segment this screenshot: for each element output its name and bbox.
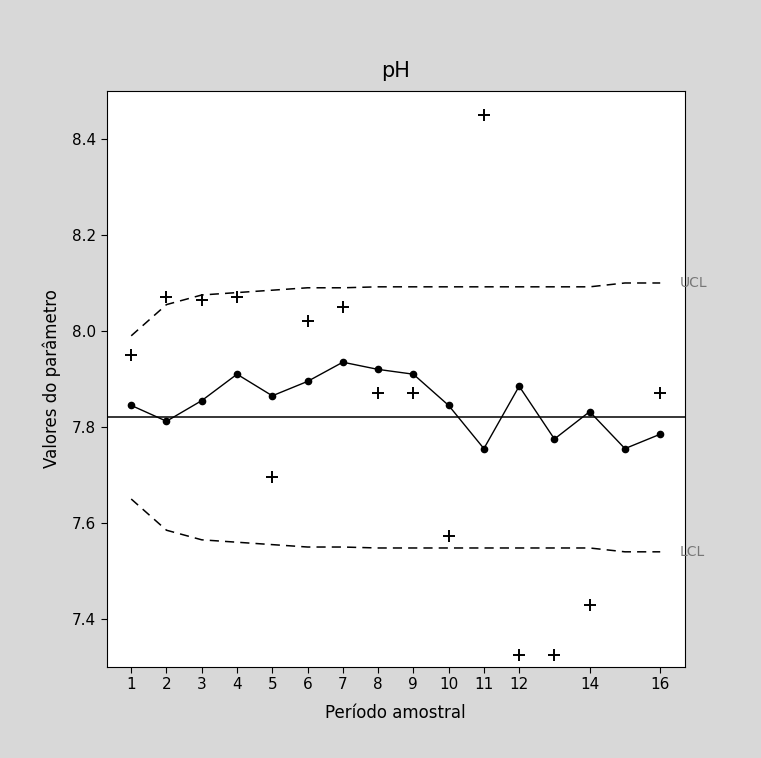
Y-axis label: Valores do parâmetro: Valores do parâmetro: [43, 290, 61, 468]
Text: LCL: LCL: [680, 545, 705, 559]
X-axis label: Período amostral: Período amostral: [326, 703, 466, 722]
Text: UCL: UCL: [680, 276, 707, 290]
Title: pH: pH: [381, 61, 410, 81]
